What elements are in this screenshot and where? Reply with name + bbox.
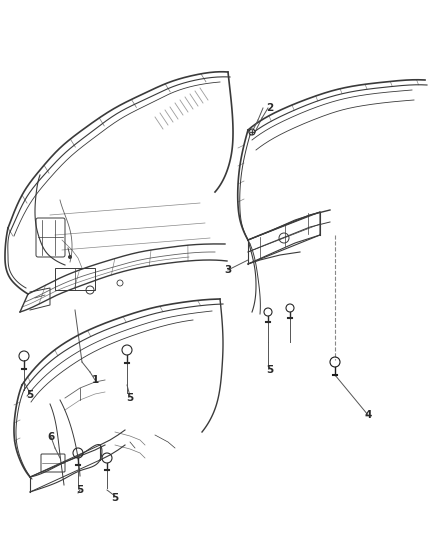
Circle shape <box>249 129 255 135</box>
Text: 6: 6 <box>47 432 55 442</box>
Text: 1: 1 <box>92 375 99 385</box>
Circle shape <box>68 255 72 259</box>
Text: 5: 5 <box>76 485 84 495</box>
Text: 5: 5 <box>26 390 34 400</box>
Text: 3: 3 <box>224 265 232 275</box>
Text: 4: 4 <box>364 410 372 420</box>
Text: 5: 5 <box>127 393 134 403</box>
Text: 5: 5 <box>266 365 274 375</box>
Text: 5: 5 <box>111 493 119 503</box>
Text: 2: 2 <box>266 103 274 113</box>
